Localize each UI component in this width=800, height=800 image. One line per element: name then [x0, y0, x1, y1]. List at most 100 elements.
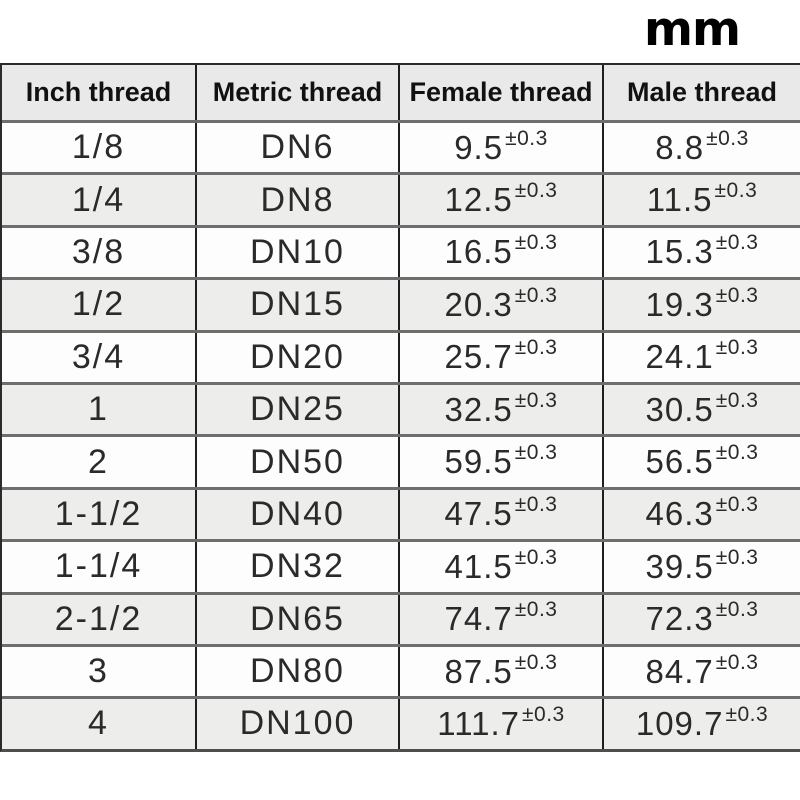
male-value: 8.8	[655, 128, 705, 166]
cell-inch: 1/4	[2, 175, 197, 225]
female-tolerance: ±0.3	[521, 702, 565, 726]
cell-female: 32.5 ±0.3	[400, 384, 604, 435]
column-header-inch-thread: Inch thread	[2, 65, 197, 120]
female-tolerance: ±0.3	[514, 231, 558, 255]
table-row: 2-1/2 DN65 74.7 ±0.3 72.3 ±0.3	[2, 591, 800, 644]
cell-male: 19.3 ±0.3	[604, 280, 800, 329]
male-value: 56.5	[645, 443, 714, 481]
male-value: 30.5	[645, 390, 714, 428]
cell-male: 11.5 ±0.3	[604, 175, 800, 224]
cell-male: 39.5 ±0.3	[604, 542, 800, 591]
cell-male: 56.5 ±0.3	[604, 437, 800, 486]
table-row: 1-1/4 DN32 41.5 ±0.3 39.5 ±0.3	[2, 539, 800, 592]
cell-female: 41.5 ±0.3	[400, 542, 604, 592]
cell-inch: 1-1/4	[2, 542, 197, 592]
female-value: 41.5	[444, 547, 513, 585]
cell-metric: DN8	[197, 175, 400, 225]
female-tolerance: ±0.3	[514, 598, 558, 622]
male-tolerance: ±0.3	[715, 650, 759, 674]
cell-inch: 2	[2, 437, 197, 487]
female-value: 74.7	[444, 600, 513, 638]
cell-metric: DN100	[197, 699, 400, 749]
male-value: 11.5	[646, 181, 713, 219]
cell-inch: 3	[2, 646, 197, 697]
male-value: 72.3	[645, 600, 714, 638]
cell-inch: 3/8	[2, 227, 197, 278]
male-tolerance: ±0.3	[714, 179, 758, 203]
unit-label: mm	[644, 2, 741, 57]
cell-female: 59.5 ±0.3	[400, 437, 604, 487]
table-row: 1 DN25 32.5 ±0.3 30.5 ±0.3	[2, 381, 800, 435]
cell-male: 72.3 ±0.3	[604, 595, 800, 644]
cell-inch: 3/4	[2, 332, 197, 382]
female-value: 12.5	[444, 181, 513, 219]
cell-female: 25.7 ±0.3	[400, 332, 604, 382]
female-value: 32.5	[444, 390, 513, 428]
female-tolerance: ±0.3	[514, 441, 558, 465]
cell-metric: DN80	[197, 646, 400, 697]
female-tolerance: ±0.3	[514, 179, 558, 203]
male-value: 24.1	[645, 338, 714, 376]
female-tolerance: ±0.3	[514, 545, 558, 569]
cell-metric: DN40	[197, 489, 400, 540]
female-value: 25.7	[444, 338, 513, 376]
male-tolerance: ±0.3	[715, 388, 759, 412]
cell-inch: 1-1/2	[2, 489, 197, 540]
table-row: 1/2 DN15 20.3 ±0.3 19.3 ±0.3	[2, 277, 800, 330]
column-header-metric-thread: Metric thread	[197, 65, 400, 120]
male-tolerance: ±0.3	[715, 336, 759, 360]
male-tolerance: ±0.3	[706, 126, 749, 150]
male-value: 39.5	[645, 547, 714, 585]
cell-male: 15.3 ±0.3	[604, 228, 800, 277]
cell-metric: DN50	[197, 437, 400, 487]
female-value: 47.5	[444, 495, 513, 533]
female-value: 111.7	[437, 704, 520, 742]
female-value: 16.5	[444, 233, 513, 271]
thread-size-table: Inch thread Metric thread Female thread …	[0, 63, 800, 752]
male-tolerance: ±0.3	[715, 493, 759, 517]
cell-metric: DN25	[197, 384, 400, 435]
female-tolerance: ±0.3	[514, 388, 558, 412]
table-row: 3/8 DN10 16.5 ±0.3 15.3 ±0.3	[2, 224, 800, 278]
female-tolerance: ±0.3	[505, 126, 548, 150]
cell-inch: 1/2	[2, 280, 197, 330]
male-tolerance: ±0.3	[715, 441, 759, 465]
cell-female: 47.5 ±0.3	[400, 489, 604, 540]
cell-male: 24.1 ±0.3	[604, 333, 800, 382]
female-value: 9.5	[454, 128, 504, 166]
cell-female: 74.7 ±0.3	[400, 594, 604, 644]
cell-male: 84.7 ±0.3	[604, 647, 800, 696]
cell-metric: DN20	[197, 332, 400, 382]
male-value: 46.3	[645, 495, 714, 533]
female-tolerance: ±0.3	[514, 650, 558, 674]
male-value: 15.3	[645, 233, 714, 271]
female-value: 87.5	[444, 652, 513, 690]
cell-male: 30.5 ±0.3	[604, 385, 800, 434]
cell-metric: DN65	[197, 594, 400, 644]
male-value: 19.3	[645, 285, 714, 323]
cell-metric: DN15	[197, 280, 400, 330]
cell-female: 16.5 ±0.3	[400, 227, 604, 278]
cell-inch: 1/8	[2, 123, 197, 173]
table-row: 1/8 DN6 9.5 ±0.3 8.8 ±0.3	[2, 120, 800, 173]
male-tolerance: ±0.3	[715, 598, 759, 622]
cell-male: 8.8 ±0.3	[604, 123, 800, 172]
female-value: 59.5	[444, 443, 513, 481]
female-tolerance: ±0.3	[514, 493, 558, 517]
table-row: 1-1/2 DN40 47.5 ±0.3 46.3 ±0.3	[2, 486, 800, 540]
cell-metric: DN32	[197, 542, 400, 592]
cell-inch: 2-1/2	[2, 594, 197, 644]
cell-female: 9.5 ±0.3	[400, 123, 604, 173]
cell-metric: DN10	[197, 227, 400, 278]
cell-female: 87.5 ±0.3	[400, 646, 604, 697]
table-header-row: Inch thread Metric thread Female thread …	[2, 65, 800, 120]
table-row: 1/4 DN8 12.5 ±0.3 11.5 ±0.3	[2, 172, 800, 225]
cell-female: 20.3 ±0.3	[400, 280, 604, 330]
male-tolerance: ±0.3	[715, 545, 759, 569]
table-row: 3/4 DN20 25.7 ±0.3 24.1 ±0.3	[2, 329, 800, 382]
female-tolerance: ±0.3	[514, 283, 558, 307]
table-row: 4 DN100 111.7 ±0.3 109.7 ±0.3	[2, 696, 800, 749]
column-header-female-thread: Female thread	[400, 65, 604, 120]
cell-male: 109.7 ±0.3	[604, 699, 800, 748]
cell-female: 111.7 ±0.3	[400, 699, 604, 749]
